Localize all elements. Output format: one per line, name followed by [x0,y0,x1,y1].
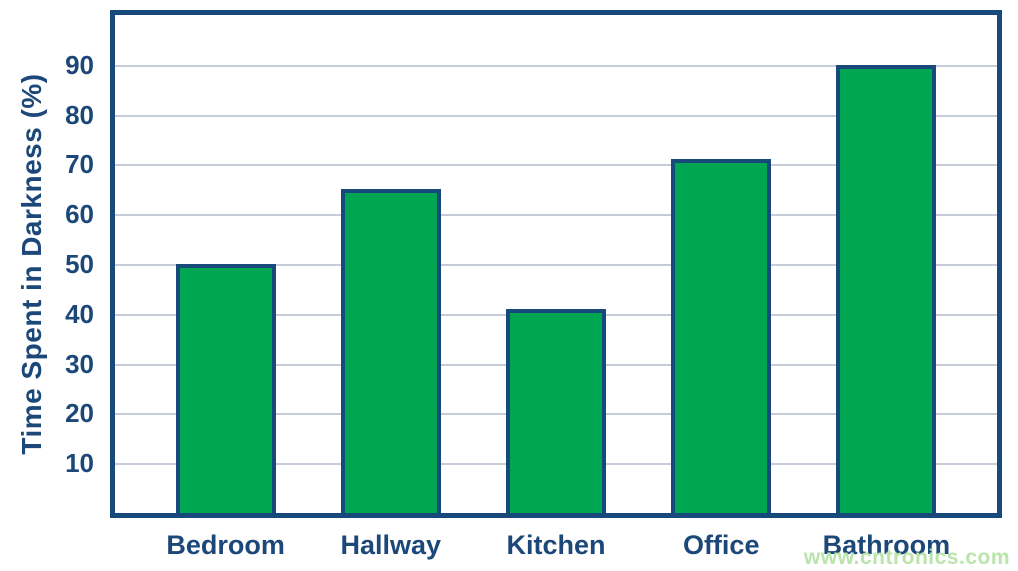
plot-area [110,10,1002,518]
bar-kitchen [506,308,606,513]
bar-slot-bedroom [143,15,308,513]
y-tick-label-20: 20 [65,398,94,429]
x-label-bedroom: Bedroom [166,530,285,560]
y-tick-label-50: 50 [65,249,94,279]
y-tick-label-90: 90 [65,49,94,80]
x-label-bathroom: Bathroom [822,530,951,560]
y-tick-label-80: 80 [65,99,94,130]
gridline-80 [115,114,997,117]
bar-slot-office [639,15,804,513]
watermark: www.cntronics.com [803,546,1010,569]
y-tick-label-30: 30 [65,348,94,379]
bar-slot-hallway [308,15,473,513]
x-label-kitchen: Kitchen [506,530,606,560]
y-tick-label-60: 60 [65,199,94,230]
bar-bedroom [175,264,276,513]
x-axis-labels: Bedroom Hallway Kitchen Office Bathroom [115,530,997,561]
bar-hallway [340,189,441,513]
bars-container [115,15,997,513]
gridline-70 [115,164,997,167]
gridline-50 [115,264,997,266]
bar-slot-kitchen [473,15,638,513]
x-label-office: Office [682,530,760,560]
y-tick-label-40: 40 [65,298,94,329]
gridline-60 [115,214,997,217]
bar-office [671,159,772,513]
bar-slot-bathroom [804,15,969,513]
y-tick-label-10: 10 [65,448,94,479]
gridline-90 [115,64,997,67]
bar-bathroom [836,64,937,513]
y-tick-label-70: 70 [65,149,94,180]
x-label-hallway: Hallway [340,530,442,560]
